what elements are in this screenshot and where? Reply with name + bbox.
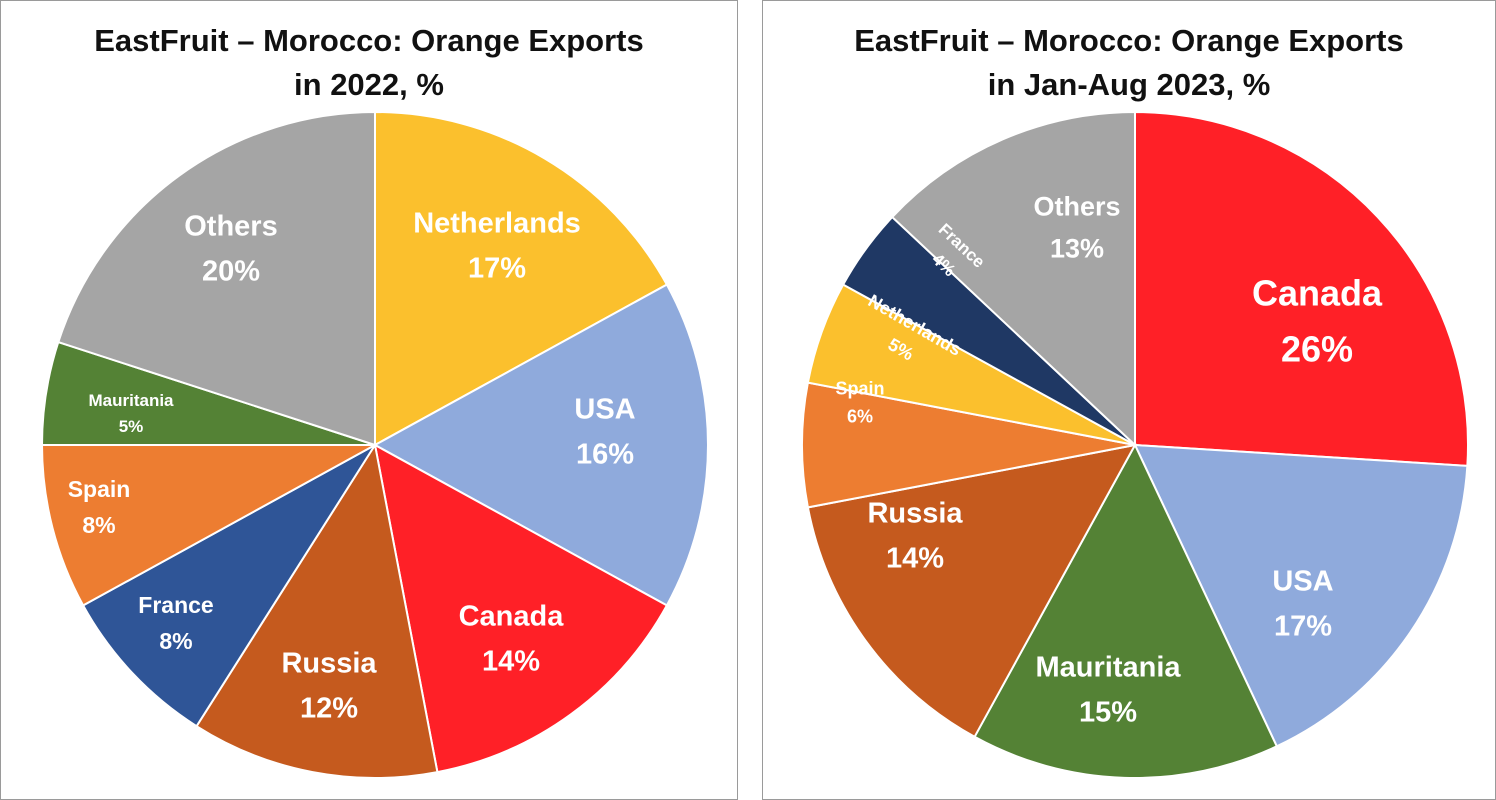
slice-label-value: 5% <box>119 417 144 436</box>
slice-label-russia: Russia 12% <box>281 648 377 725</box>
slice-label-canada: Canada 26% <box>1252 273 1383 370</box>
pie-slice-russia <box>806 443 1137 739</box>
pie-chart-2022: Netherlands 17% USA 16% Canada 14% Russia 12% Fr… <box>40 110 709 779</box>
slice-label-value: 15% <box>1079 697 1137 729</box>
pie-slice-mauritania <box>973 442 1279 779</box>
slice-label-france: France 8% <box>138 592 213 654</box>
pie-slice-russia <box>195 442 439 779</box>
pie-slice-netherlands <box>374 110 669 447</box>
slice-label-value: 26% <box>1281 329 1353 370</box>
slice-label-value: 14% <box>886 543 944 575</box>
slice-label-others: Others 13% <box>1033 192 1120 264</box>
slice-label-name: Mauritania <box>88 391 174 410</box>
chart-title-line2: in Jan-Aug 2023, % <box>987 67 1271 102</box>
chart-panel-2022: EastFruit – Morocco: Orange Exports in 2… <box>0 0 738 800</box>
slice-label-mauritania: Mauritania 15% <box>1035 652 1181 729</box>
slice-label-name: Canada <box>459 601 565 633</box>
pie-slice-spain <box>40 444 376 607</box>
slice-label-canada: Canada 14% <box>459 601 565 678</box>
pie-slice-canada <box>373 443 669 774</box>
slice-label-others: Others 20% <box>184 211 277 288</box>
slice-label-value: 12% <box>300 693 358 725</box>
slice-label-value: 17% <box>468 253 526 285</box>
slice-label-name: France <box>138 592 213 618</box>
slice-label-name: Mauritania <box>1035 652 1181 684</box>
slice-label-name: Netherlands <box>413 208 581 240</box>
pie-slice-usa <box>1133 443 1469 748</box>
slice-label-value: 16% <box>576 439 634 471</box>
chart-title-2023: EastFruit – Morocco: Orange Exports in J… <box>763 19 1495 107</box>
slice-label-name: Spain <box>835 378 884 398</box>
chart-title-line1: EastFruit – Morocco: Orange Exports <box>854 23 1404 58</box>
pie-slice-usa <box>372 283 709 607</box>
slice-label-spain: Spain 6% <box>835 378 884 426</box>
slice-label-value: 20% <box>202 256 260 288</box>
chart-title-line2: in 2022, % <box>294 67 444 102</box>
slice-label-name: Spain <box>68 476 131 502</box>
slice-label-spain: Spain 8% <box>68 476 131 538</box>
slice-label-name: Russia <box>867 498 963 530</box>
slice-label-value: 14% <box>482 646 540 678</box>
slice-label-value: 17% <box>1274 611 1332 643</box>
pie-slice-canada <box>1134 110 1469 467</box>
slice-label-name: Canada <box>1252 273 1383 314</box>
slice-label-mauritania: Mauritania 5% <box>88 391 174 436</box>
slice-label-name: USA <box>574 394 635 426</box>
chart-title-2022: EastFruit – Morocco: Orange Exports in 2… <box>1 19 737 107</box>
slice-label-value: 8% <box>159 628 192 654</box>
slice-label-name: Russia <box>281 648 377 680</box>
chart-title-line1: EastFruit – Morocco: Orange Exports <box>94 23 644 58</box>
pie-slice-france <box>81 444 376 728</box>
pie-slice-others <box>57 110 376 447</box>
slice-label-value: 6% <box>847 406 873 426</box>
chart-panel-2023: EastFruit – Morocco: Orange Exports in J… <box>762 0 1496 800</box>
slice-label-value: 13% <box>1050 233 1104 263</box>
slice-label-russia: Russia 14% <box>867 498 963 575</box>
slice-label-name: USA <box>1272 566 1333 598</box>
slice-label-name: Others <box>1033 192 1120 222</box>
slice-label-name: Others <box>184 211 277 243</box>
slice-label-netherlands: Netherlands 17% <box>413 208 581 285</box>
pie-slice-others <box>890 110 1136 448</box>
pie-slice-spain <box>801 381 1136 509</box>
slice-label-usa: USA 17% <box>1272 566 1333 643</box>
slice-label-usa: USA 16% <box>574 394 635 471</box>
pie-chart-2023: Canada 26% USA 17% Mauritania 15% Russia 14% Spa… <box>801 110 1469 779</box>
slice-label-value: 8% <box>82 512 115 538</box>
